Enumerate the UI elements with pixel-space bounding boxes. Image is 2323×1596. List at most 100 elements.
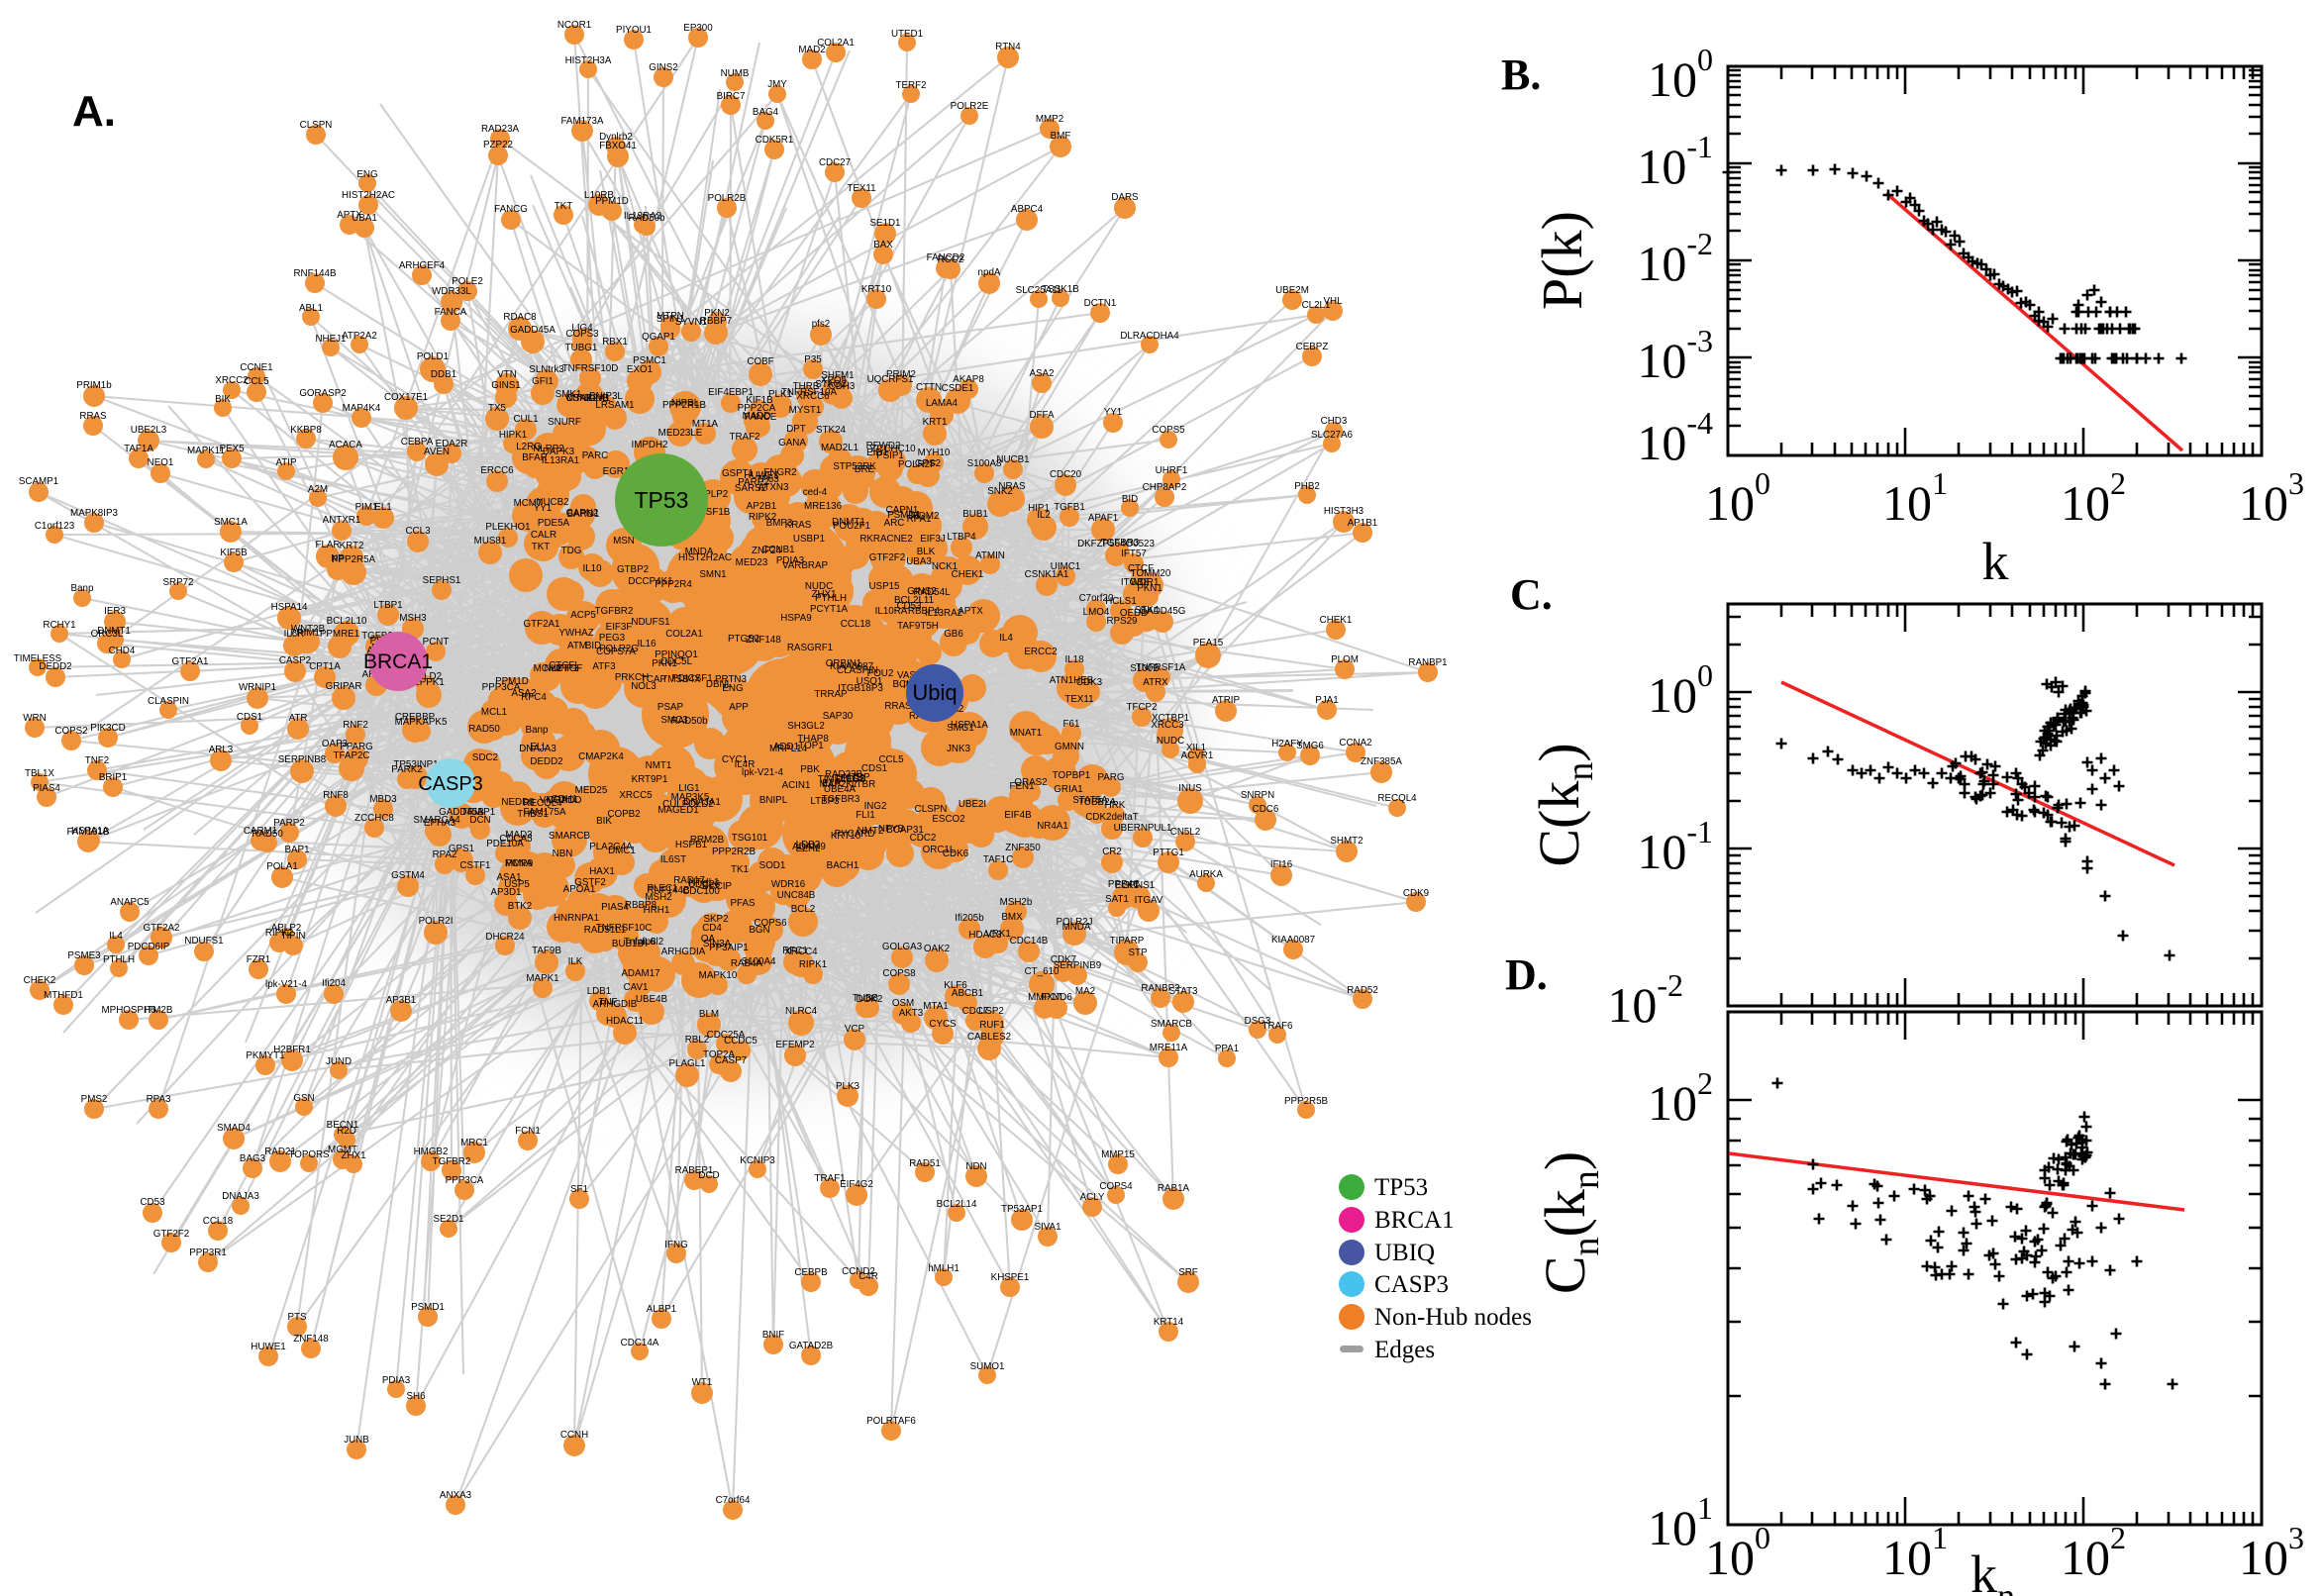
svg-text:HNRNPA1: HNRNPA1 [554, 913, 599, 924]
svg-text:PIYOU1: PIYOU1 [616, 25, 652, 36]
svg-text:ARC: ARC [884, 518, 905, 529]
svg-text:IL10RA: IL10RA [875, 606, 908, 617]
svg-text:ABL1: ABL1 [299, 303, 323, 314]
svg-text:BTK2: BTK2 [508, 901, 533, 912]
svg-text:WNT2B: WNT2B [291, 624, 326, 635]
svg-text:ARL3: ARL3 [209, 745, 234, 755]
svg-text:CD4: CD4 [702, 923, 722, 934]
svg-text:RAD51: RAD51 [909, 1158, 941, 1169]
svg-text:TK1: TK1 [731, 864, 749, 875]
svg-text:DOK2: DOK2 [857, 994, 883, 1005]
svg-text:MAPKAPK5: MAPKAPK5 [395, 717, 448, 728]
svg-text:PPP2R2B: PPP2R2B [712, 847, 757, 857]
svg-text:TNFRSF10A: TNFRSF10A [781, 387, 838, 398]
svg-text:ALBP1: ALBP1 [647, 1304, 677, 1315]
svg-text:PP3AIP1: PP3AIP1 [709, 943, 749, 953]
svg-text:UTED1: UTED1 [891, 29, 923, 40]
svg-text:DPT: DPT [786, 424, 806, 435]
svg-text:MCM7: MCM7 [514, 498, 543, 509]
svg-text:CCNE1: CCNE1 [240, 362, 272, 373]
svg-text:POU2F1: POU2F1 [833, 521, 870, 532]
svg-text:RPS29: RPS29 [1106, 616, 1137, 627]
svg-text:NMT2: NMT2 [858, 826, 884, 837]
svg-text:LTBP4: LTBP4 [947, 532, 976, 543]
svg-text:RNF144B: RNF144B [293, 268, 336, 279]
svg-text:PDIA3: PDIA3 [776, 555, 805, 566]
svg-text:JNK3: JNK3 [947, 744, 971, 754]
svg-text:TERF2: TERF2 [895, 80, 926, 91]
svg-text:RPA1: RPA1 [907, 514, 932, 525]
svg-text:EZR: EZR [822, 778, 842, 789]
svg-text:ENG: ENG [356, 169, 377, 180]
svg-text:TGFB1: TGFB1 [1054, 502, 1085, 513]
svg-text:STAT5A: STAT5A [1072, 795, 1108, 806]
svg-text:ERCC6: ERCC6 [480, 465, 514, 476]
svg-text:ASA1: ASA1 [496, 872, 521, 883]
svg-text:VRK1: VRK1 [985, 929, 1011, 940]
svg-text:SNURF: SNURF [548, 417, 581, 428]
svg-text:NDUFS1: NDUFS1 [184, 936, 223, 947]
svg-text:UBE2I: UBE2I [959, 799, 986, 810]
svg-text:Tnfaip8l2: Tnfaip8l2 [624, 937, 663, 948]
svg-text:PPP2R5A: PPP2R5A [332, 554, 376, 565]
svg-text:AKT3: AKT3 [899, 1008, 924, 1019]
svg-text:ORC1L: ORC1L [923, 845, 956, 855]
svg-text:SLNtrk3: SLNtrk3 [529, 364, 564, 375]
svg-text:BNIPL: BNIPL [759, 795, 788, 806]
svg-text:VCP: VCP [845, 1024, 865, 1035]
svg-text:APOA1: APOA1 [563, 884, 596, 895]
svg-text:TEX11: TEX11 [847, 183, 875, 194]
svg-text:MCL1: MCL1 [481, 707, 507, 718]
svg-text:MMP15: MMP15 [1101, 1149, 1135, 1160]
svg-text:ELK1: ELK1 [1115, 880, 1139, 891]
svg-text:STK24: STK24 [816, 425, 847, 436]
svg-text:FANCE: FANCE [745, 412, 777, 423]
svg-text:C.: C. [1510, 570, 1553, 619]
svg-text:ATMIN: ATMIN [975, 550, 1005, 561]
svg-text:GATAD2B: GATAD2B [789, 1341, 834, 1351]
svg-text:PARP2: PARP2 [273, 818, 304, 829]
svg-text:TKT: TKT [555, 201, 573, 212]
svg-text:npdA: npdA [978, 267, 1001, 278]
svg-text:TP53: TP53 [635, 487, 689, 513]
svg-text:C(kn): C(kn) [1527, 743, 1601, 866]
svg-text:BMX: BMX [1001, 912, 1023, 923]
svg-text:F61: F61 [1063, 719, 1080, 730]
svg-text:RAB1A: RAB1A [1158, 1183, 1190, 1194]
svg-text:CSTF1: CSTF1 [459, 860, 490, 871]
svg-text:PDE10A: PDE10A [486, 839, 524, 849]
svg-text:H2BFR1: H2BFR1 [273, 1045, 311, 1055]
svg-text:APAF1: APAF1 [1088, 513, 1118, 524]
svg-text:TNFRSF10C: TNFRSF10C [596, 923, 653, 934]
svg-text:SIN3A: SIN3A [703, 939, 732, 949]
svg-text:VHL: VHL [1323, 296, 1343, 307]
svg-text:DNAJA1: DNAJA1 [683, 797, 721, 808]
svg-text:CHEK1: CHEK1 [1320, 615, 1353, 626]
svg-text:ILK: ILK [568, 956, 583, 967]
svg-text:CLSPN: CLSPN [915, 804, 948, 815]
svg-text:MTHFD1: MTHFD1 [44, 990, 83, 1001]
svg-text:MBD3: MBD3 [369, 794, 397, 805]
svg-text:GPS2: GPS2 [915, 458, 941, 469]
svg-text:BIK: BIK [215, 394, 231, 405]
svg-text:IFT57: IFT57 [1121, 549, 1147, 559]
svg-text:CEBPA: CEBPA [401, 437, 434, 448]
svg-text:SOD1: SOD1 [759, 860, 786, 871]
svg-text:DEDD2: DEDD2 [39, 661, 71, 672]
svg-text:CCL18: CCL18 [841, 619, 871, 630]
svg-text:STP: STP [1128, 948, 1148, 958]
svg-text:k: k [1982, 532, 2009, 591]
svg-text:DSG3: DSG3 [1245, 1016, 1271, 1027]
svg-text:SRP72: SRP72 [162, 577, 193, 588]
svg-text:TRRAP: TRRAP [814, 689, 848, 700]
svg-text:ESCO2: ESCO2 [932, 814, 964, 825]
svg-text:TAF9B: TAF9B [532, 946, 561, 956]
svg-text:XRCC4: XRCC4 [784, 947, 818, 957]
svg-text:MAP2K7: MAP2K7 [820, 779, 858, 790]
svg-text:lpk-V21-4: lpk-V21-4 [265, 979, 307, 990]
svg-text:PRKCH: PRKCH [615, 672, 649, 683]
svg-text:MAP3K5: MAP3K5 [671, 792, 710, 803]
svg-text:PPINQO1: PPINQO1 [655, 649, 698, 660]
svg-text:Edges: Edges [1374, 1337, 1435, 1363]
svg-text:NDUFS1: NDUFS1 [631, 617, 669, 628]
